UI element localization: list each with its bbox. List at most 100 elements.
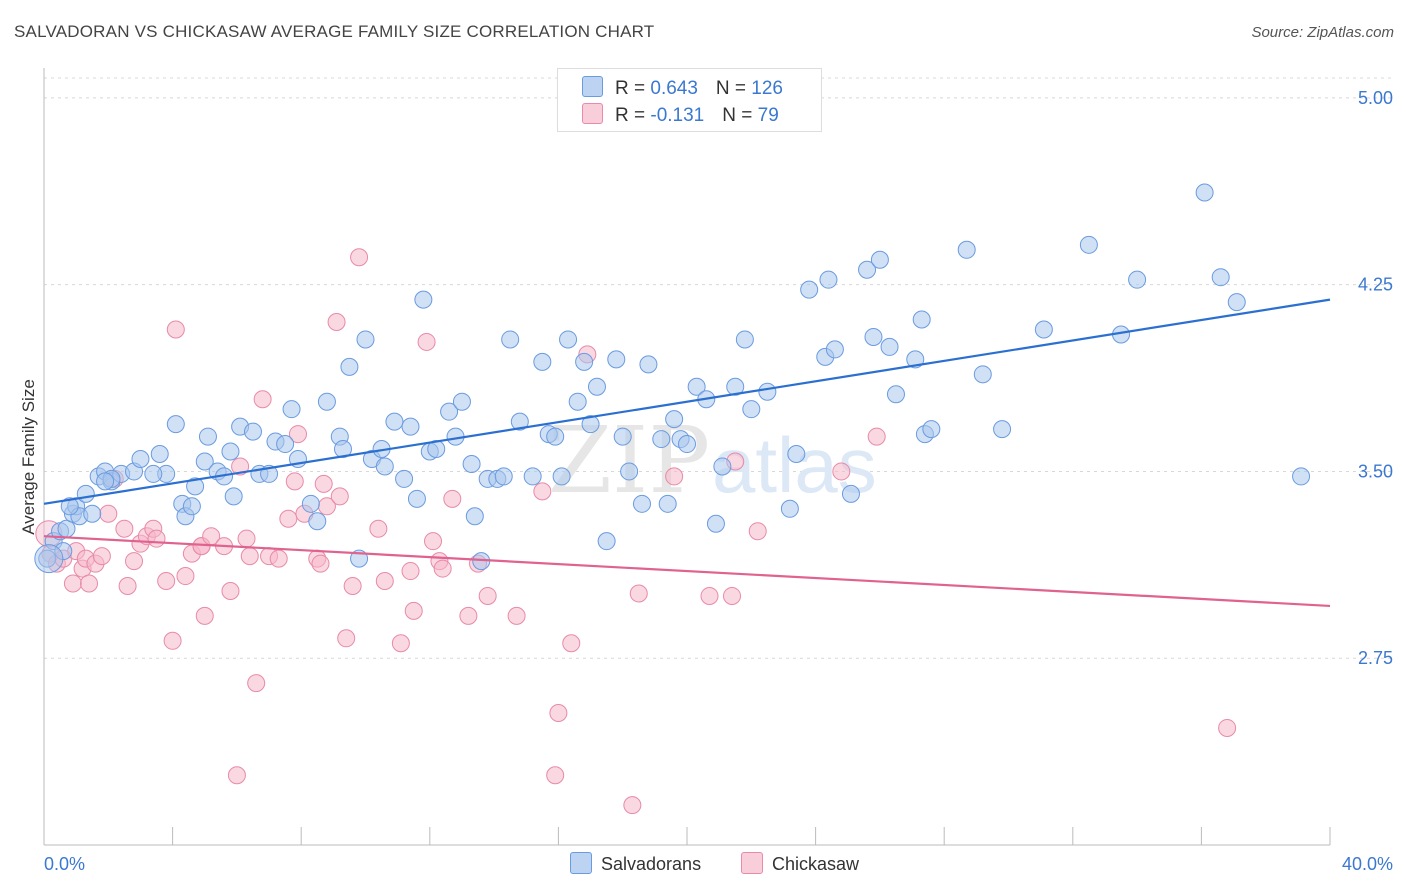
chickasaw-point <box>63 574 82 593</box>
n-value: 126 <box>751 78 783 99</box>
salvadoran-point <box>1292 467 1311 486</box>
salvadoran-points <box>34 183 1311 574</box>
salvadoran-point <box>546 427 565 446</box>
legend-label-chickasaw: Chickasaw <box>772 854 860 874</box>
chickasaw-point <box>247 674 266 693</box>
salvadoran-point <box>83 504 102 523</box>
chickasaw-point <box>285 472 304 491</box>
y-tick-label: 5.00 <box>1358 88 1393 108</box>
salvadoran-point <box>552 467 571 486</box>
salvadoran-point <box>1195 183 1214 202</box>
chickasaw-point <box>327 313 346 332</box>
salvadoran-point <box>706 514 725 533</box>
salvadoran-point <box>787 445 806 464</box>
chickasaw-point <box>80 574 99 593</box>
salvadoran-point <box>96 472 115 491</box>
chickasaw-point <box>195 606 214 625</box>
y-tick-label: 4.25 <box>1358 275 1393 295</box>
chickasaw-point <box>1218 718 1237 737</box>
salvadoran-point <box>870 250 889 269</box>
chickasaw-point <box>417 332 436 351</box>
salvadoran-point <box>993 420 1012 439</box>
salvadoran-point <box>568 392 587 411</box>
salvadoran-point <box>301 494 320 513</box>
chickasaw-point <box>115 519 134 538</box>
chickasaw-point <box>279 509 298 528</box>
y-axis-title: Average Family Size <box>19 379 38 535</box>
chickasaw-point <box>125 552 144 571</box>
legend-label-salvadorans: Salvadorans <box>601 854 702 874</box>
chickasaw-point <box>546 766 565 785</box>
salvadoran-point <box>395 469 414 488</box>
y-tick-labels: 2.75 3.50 4.25 5.00 <box>1358 88 1393 668</box>
salvadoran-point <box>150 445 169 464</box>
salvadoran-point <box>195 452 214 471</box>
chickasaw-point <box>629 584 648 603</box>
salvadoran-point <box>620 462 639 481</box>
salvadorans-trend-line <box>43 298 1331 505</box>
r-value: -0.131 <box>650 105 705 126</box>
salvadoran-point <box>858 260 877 279</box>
salvadoran-point <box>221 442 240 461</box>
salvadoran-point <box>613 427 632 446</box>
salvadoran-point <box>742 400 761 419</box>
grid-lines <box>44 77 1392 659</box>
salvadoran-point <box>780 499 799 518</box>
chickasaw-point <box>157 572 176 591</box>
series-legend: Salvadorans Chickasaw <box>0 852 1406 876</box>
r-value: 0.643 <box>650 78 698 99</box>
chickasaw-point <box>507 606 526 625</box>
salvadoran-point <box>559 330 578 349</box>
chickasaw-point <box>269 549 288 568</box>
chickasaw-point <box>288 425 307 444</box>
salvadoran-point <box>758 382 777 401</box>
salvadoran-point <box>587 377 606 396</box>
chickasaw-point <box>227 766 246 785</box>
chickasaw-point <box>623 796 642 815</box>
salvadoran-point <box>800 280 819 299</box>
y-tick-label: 3.50 <box>1358 461 1393 481</box>
chickasaw-point <box>700 586 719 605</box>
salvadorans-swatch <box>582 76 603 97</box>
salvadoran-point <box>726 377 745 396</box>
chickasaw-point <box>391 634 410 653</box>
chickasaw-point <box>867 427 886 446</box>
salvadoran-point <box>340 357 359 376</box>
chickasaw-point <box>166 320 185 339</box>
salvadoran-point <box>678 435 696 454</box>
salvadoran-point <box>375 457 394 476</box>
salvadoran-point <box>575 352 594 371</box>
chickasaw-point <box>314 474 333 493</box>
chart-title: SALVADORAN VS CHICKASAW AVERAGE FAMILY S… <box>14 22 655 41</box>
watermark-zip: ZIP <box>548 407 710 514</box>
chickasaw-point <box>350 248 369 267</box>
salvadoran-point <box>957 240 976 259</box>
salvadoran-point <box>76 484 95 503</box>
x-tick-label: 40.0% <box>1342 854 1393 874</box>
legend-item-salvadorans: Salvadorans <box>570 852 701 875</box>
chickasaw-point <box>748 522 767 541</box>
salvadoran-point <box>198 427 217 446</box>
stats-legend: R = 0.643 N = 126 R = -0.131 N = 79 <box>557 68 822 132</box>
stats-row-chickasaw: R = -0.131 N = 79 <box>582 103 791 127</box>
salvadoran-point <box>639 355 658 374</box>
salvadoran-point <box>825 340 844 359</box>
salvadoran-point <box>224 487 243 506</box>
chickasaw-trend-line <box>43 535 1331 608</box>
salvadoran-point <box>414 290 433 309</box>
salvadoran-point <box>243 422 262 441</box>
chickasaw-points <box>35 248 1237 815</box>
salvadoran-point <box>182 497 201 516</box>
salvadoran-point <box>1227 293 1246 312</box>
salvadoran-point <box>973 365 992 384</box>
y-tick-label: 2.75 <box>1358 648 1393 668</box>
salvadoran-point <box>401 417 420 436</box>
chickasaw-point <box>533 482 552 501</box>
chickasaw-point <box>99 504 118 523</box>
salvadoran-point <box>494 467 513 486</box>
salvadoran-point <box>186 477 205 496</box>
chickasaw-point <box>237 529 256 548</box>
salvadoran-point <box>1079 235 1098 254</box>
salvadoran-point <box>687 377 706 396</box>
salvadoran-point <box>581 415 600 434</box>
